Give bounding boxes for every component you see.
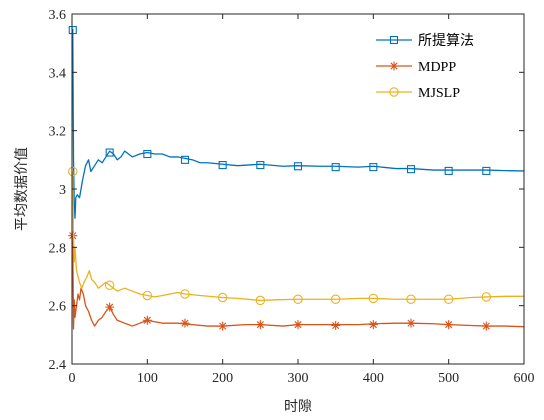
legend-item-2: MDPP bbox=[376, 60, 456, 75]
series-2-marker-1 bbox=[68, 231, 78, 241]
y-tick-label-7: 3.6 bbox=[49, 8, 67, 23]
series-1-marker-5 bbox=[218, 161, 227, 170]
x-tick-label-1: 0 bbox=[69, 371, 76, 386]
series-2-marker-3 bbox=[142, 315, 152, 325]
series-1-marker-10 bbox=[406, 165, 416, 174]
x-tick-label-6: 500 bbox=[438, 371, 459, 386]
x-tick-label-7: 600 bbox=[514, 371, 535, 386]
axes-layer: 0 100 200 300 400 500 600 2.4 2.6 2.8 3 3.2 3.4 3.6 bbox=[49, 8, 535, 386]
series-layer bbox=[68, 25, 525, 331]
series-1-marker-3 bbox=[143, 149, 152, 159]
legend-marker-1 bbox=[389, 35, 399, 45]
legend-item-3: MJSLP bbox=[376, 86, 460, 101]
series-1-marker-7 bbox=[293, 162, 303, 171]
series-1-marker-12 bbox=[482, 166, 491, 175]
series-3-marker-10 bbox=[406, 294, 416, 304]
series-3-marker-8 bbox=[330, 294, 341, 304]
y-tick-label-4: 3 bbox=[59, 183, 66, 198]
series-3-marker-12 bbox=[481, 292, 492, 302]
series-1-marker-4 bbox=[180, 155, 190, 164]
series-1-marker-2 bbox=[105, 148, 114, 157]
x-axis-label: 时隙 bbox=[284, 399, 312, 415]
series-2-marker-12 bbox=[481, 321, 491, 331]
series-2-marker-8 bbox=[331, 321, 341, 330]
series-2-marker-4 bbox=[180, 318, 190, 328]
x-tick-label-4: 300 bbox=[288, 371, 309, 386]
y-tick-label-1: 2.4 bbox=[49, 358, 67, 373]
series-3-marker-2 bbox=[104, 280, 115, 290]
x-tick-label-5: 400 bbox=[363, 371, 384, 386]
series-1 bbox=[68, 25, 525, 219]
series-1-marker-11 bbox=[444, 166, 453, 175]
y-tick-label-3: 2.8 bbox=[49, 241, 67, 256]
series-2-marker-5 bbox=[218, 321, 228, 331]
y-tick-label-2: 2.6 bbox=[49, 300, 67, 315]
series-3-marker-4 bbox=[180, 289, 190, 299]
series-3-marker-6 bbox=[255, 295, 266, 306]
series-1-marker-8 bbox=[331, 163, 340, 172]
series-1-marker-9 bbox=[369, 163, 378, 172]
series-2-marker-2 bbox=[105, 302, 115, 312]
y-tick-label-6: 3.4 bbox=[49, 66, 67, 81]
x-tick-label-3: 200 bbox=[212, 371, 233, 386]
series-3-marker-3 bbox=[142, 290, 153, 301]
legend-marker-2 bbox=[389, 61, 399, 71]
series-2-marker-11 bbox=[444, 320, 454, 330]
series-1-marker-6 bbox=[256, 161, 265, 170]
series-line-1 bbox=[72, 28, 525, 219]
series-2-marker-9 bbox=[368, 320, 378, 330]
series-2-marker-10 bbox=[406, 318, 416, 328]
y-tick-label-5: 3.2 bbox=[49, 125, 67, 140]
legend-label-2: MDPP bbox=[418, 60, 456, 75]
series-2-marker-6 bbox=[255, 320, 265, 330]
legend-label-3: MJSLP bbox=[418, 86, 460, 101]
legend-label-1: 所提算法 bbox=[418, 33, 474, 49]
y-axis-label: 平均数据价值 bbox=[14, 147, 30, 231]
x-tick-label-2: 100 bbox=[137, 371, 158, 386]
series-3-marker-11 bbox=[443, 294, 454, 304]
series-3-marker-5 bbox=[217, 292, 228, 303]
series-2-marker-7 bbox=[293, 320, 303, 330]
series-3 bbox=[68, 166, 524, 306]
series-1-marker-1 bbox=[68, 25, 77, 35]
series-3-marker-7 bbox=[293, 294, 303, 304]
legend: 所提算法 MDPP MJSLP bbox=[366, 26, 512, 104]
legend-item-1: 所提算法 bbox=[376, 33, 474, 49]
series-3-marker-9 bbox=[368, 293, 379, 304]
series-3-marker-1 bbox=[68, 166, 78, 177]
series-2 bbox=[68, 231, 525, 331]
legend-marker-3 bbox=[389, 87, 399, 97]
